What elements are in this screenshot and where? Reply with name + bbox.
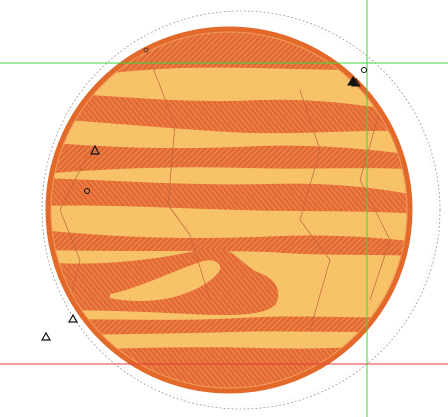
stitch-path-1 (149, 59, 211, 301)
circle-marker-icon[interactable] (361, 67, 367, 73)
triangle-marker-icon[interactable] (90, 144, 100, 155)
band-5 (48, 230, 410, 256)
band-3 (48, 142, 410, 174)
spot-highlight (110, 260, 221, 301)
hoop-inner-outline (44, 13, 438, 407)
circle-marker-icon[interactable] (143, 47, 149, 53)
stitch-path-3 (59, 149, 91, 301)
planet-border-inner (50, 31, 408, 389)
circle-marker-icon[interactable] (84, 188, 90, 194)
stitch-path-2 (299, 89, 331, 331)
stitch-path-4 (359, 109, 391, 301)
planet-border (45, 26, 413, 394)
band-6 (48, 316, 410, 336)
triangle-marker-icon[interactable] (347, 76, 361, 87)
planet-design[interactable] (40, 20, 420, 400)
triangle-marker-icon[interactable] (67, 313, 79, 323)
planet-bands (48, 29, 410, 391)
band-4 (48, 178, 410, 214)
triangle-marker-icon[interactable] (40, 331, 52, 341)
hoop-outline (41, 10, 441, 410)
band-2 (48, 92, 410, 134)
